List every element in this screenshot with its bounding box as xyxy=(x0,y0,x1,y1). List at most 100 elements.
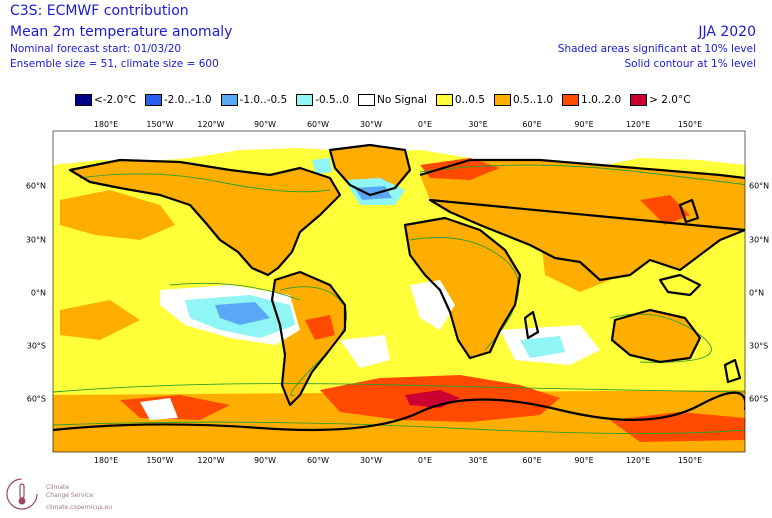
coastline-south-america xyxy=(270,270,347,407)
significance-contour xyxy=(419,164,745,186)
coastline-japan xyxy=(678,198,700,224)
legend-item-minus-2-to-minus-1: -2.0..-1.0 xyxy=(144,94,212,106)
legend-item-minus-half-to-zero: -0.5..0 xyxy=(296,94,349,106)
lon-tick-bottom-120e: 120°E xyxy=(625,456,651,465)
lon-tick-bottom-30e: 30°E xyxy=(468,456,488,465)
lon-tick-top-120w: 120°W xyxy=(197,120,225,129)
south-america-strong-warm xyxy=(305,315,335,340)
lon-tick-top-0e: 0°E xyxy=(417,120,433,129)
legend-swatch xyxy=(75,94,92,106)
contour-significance-note: Solid contour at 1% level xyxy=(624,58,756,70)
lon-tick-top-90e: 90°E xyxy=(574,120,594,129)
lon-tick-bottom-60e: 60°E xyxy=(522,456,542,465)
copernicus-logo: Climate Change Service climate.copernicu… xyxy=(4,474,112,514)
legend-label: 0..0.5 xyxy=(454,94,485,106)
lat-tick-right-30n: 30°N xyxy=(749,235,770,245)
legend-item-minus-1-to-minus-half: -1.0..-0.5 xyxy=(220,94,288,106)
coastline-madagascar xyxy=(523,310,540,340)
coastline-north-america xyxy=(68,158,342,277)
forecast-start-text: Nominal forecast start: 01/03/20 xyxy=(10,43,182,55)
page-subtitle: Mean 2m temperature anomaly xyxy=(10,24,233,40)
significance-contour xyxy=(79,173,331,193)
lon-tick-bottom-90e: 90°E xyxy=(574,456,594,465)
significance-contour xyxy=(53,383,745,393)
significance-contour xyxy=(609,313,712,363)
lon-tick-top-60e: 60°E xyxy=(522,120,542,129)
lat-tick-left-30n: 30°N xyxy=(25,235,46,245)
east-asia-strong-warm xyxy=(640,195,690,225)
lon-tick-top-150e: 150°E xyxy=(677,120,703,129)
scandinavia-strong-warm xyxy=(420,158,500,180)
lat-tick-left-0n: 0°N xyxy=(30,288,46,298)
africa-warm xyxy=(405,218,520,358)
south-atlantic-no-signal xyxy=(410,280,455,330)
north-pacific-warm xyxy=(60,190,175,240)
lon-tick-top-180e: 180°E xyxy=(93,120,119,129)
lon-tick-top-30e: 30°E xyxy=(468,120,488,129)
indian-ocean-cool xyxy=(520,336,565,358)
hudson-cool xyxy=(312,158,332,174)
legend-label: -0.5..0 xyxy=(315,94,350,106)
legend-swatch xyxy=(144,94,162,106)
color-legend: <-2.0°C -2.0..-1.0 -1.0..-0.5 -0.5..0 No… xyxy=(75,93,700,107)
lon-tick-bottom-180e: 180°E xyxy=(93,456,119,465)
coastline-greenland xyxy=(328,143,412,197)
legend-swatch xyxy=(435,94,453,106)
legend-label: 1.0..2.0 xyxy=(581,94,622,106)
logo-line-1: Climate xyxy=(46,484,70,491)
lon-tick-bottom-60w: 60°W xyxy=(306,456,330,465)
north-america-warm xyxy=(70,160,340,275)
lat-tick-right-60s: 60°S xyxy=(749,394,769,404)
legend-item-zero-to-half: 0..0.5 xyxy=(435,94,485,106)
lat-tick-left-60n: 60°N xyxy=(25,181,46,191)
lon-tick-bottom-150e: 150°E xyxy=(677,456,703,465)
eurasia-warm xyxy=(420,160,745,280)
lon-tick-top-120e: 120°E xyxy=(625,120,651,129)
lon-tick-bottom-120w: 120°W xyxy=(197,456,225,465)
coastline-africa xyxy=(403,216,522,360)
legend-label: No Signal xyxy=(377,94,427,106)
legend-swatch xyxy=(296,94,314,106)
lon-tick-bottom-90w: 90°W xyxy=(253,456,277,465)
atlantic-no-signal xyxy=(340,335,390,368)
logo-line-3: climate.copernicus.eu xyxy=(46,504,113,511)
lat-tick-left-30s: 30°S xyxy=(26,341,46,351)
lat-tick-left-60s: 60°S xyxy=(26,394,46,404)
legend-item-above-2: > 2.0°C xyxy=(630,94,691,106)
legend-swatch xyxy=(493,94,511,106)
shaded-significance-note: Shaded areas significant at 10% level xyxy=(557,43,756,55)
coastline-australia xyxy=(610,308,702,364)
page-title: C3S: ECMWF contribution xyxy=(10,3,189,19)
lon-tick-bottom-30w: 30°W xyxy=(359,456,383,465)
significance-contour xyxy=(53,421,745,435)
coastline-new-zealand xyxy=(723,358,742,384)
coastline-antarctica xyxy=(53,391,745,432)
legend-item-one-to-two: 1.0..2.0 xyxy=(562,94,621,106)
lon-tick-top-150w: 150°W xyxy=(146,120,174,129)
legend-label: -1.0..-0.5 xyxy=(239,94,288,106)
east-pacific-cooler xyxy=(215,302,270,325)
legend-label: 0.5..1.0 xyxy=(512,94,554,106)
coastline-indonesia xyxy=(658,273,702,297)
lat-tick-right-30s: 30°S xyxy=(749,341,769,351)
significance-contour xyxy=(409,237,520,351)
south-pacific-warm xyxy=(60,300,140,340)
thermometer-icon xyxy=(6,478,38,510)
ensemble-size-text: Ensemble size = 51, climate size = 600 xyxy=(10,58,219,70)
season-label: JJA 2020 xyxy=(698,24,756,40)
lat-tick-right-0n: 0°N xyxy=(749,288,765,298)
logo-line-2: Change Service xyxy=(46,492,94,499)
lat-tick-right-60n: 60°N xyxy=(749,181,770,191)
legend-swatch xyxy=(630,94,648,106)
map-layers xyxy=(53,131,745,452)
legend-item-no-signal: No Signal xyxy=(358,94,427,106)
lon-tick-bottom-150w: 150°W xyxy=(146,456,174,465)
lon-tick-top-60w: 60°W xyxy=(306,120,330,129)
pacific-no-signal xyxy=(140,398,178,420)
significance-contour xyxy=(169,282,301,301)
lon-tick-top-30w: 30°W xyxy=(359,120,383,129)
legend-label: > 2.0°C xyxy=(649,94,691,106)
map-frame xyxy=(52,130,746,453)
